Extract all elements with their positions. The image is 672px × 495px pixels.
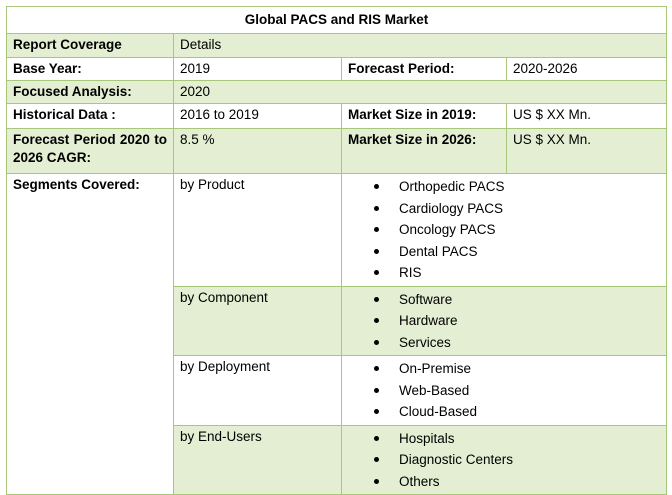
bullet-icon <box>374 296 379 302</box>
bullet-icon <box>374 457 379 462</box>
bullet-icon <box>374 227 379 232</box>
bullet-icon <box>374 184 379 189</box>
segment-bullet-list: On-Premise Web-Based Cloud-Based <box>348 358 660 423</box>
bullet-icon <box>374 478 379 484</box>
segment-items-cell: Hospitals Diagnostic Centers Others <box>340 424 668 495</box>
segment-group-name: by Deployment <box>173 355 342 426</box>
list-item-text: Dental PACS <box>399 243 478 259</box>
bullet-icon <box>374 409 379 414</box>
historical-data-label: Historical Data : <box>6 103 174 129</box>
forecast-period-value: 2020-2026 <box>505 57 668 81</box>
bullet-icon <box>374 339 379 345</box>
header-report-coverage: Report Coverage <box>6 33 174 58</box>
list-item: Diagnostic Centers <box>372 449 660 471</box>
segment-items-cell: Orthopedic PACS Cardiology PACS Oncology… <box>340 173 668 287</box>
segment-group-name: by End-Users <box>173 424 342 495</box>
list-item-text: Web-Based <box>399 382 470 398</box>
bullet-icon <box>374 387 379 393</box>
base-year-label: Base Year: <box>6 57 174 81</box>
list-item: Software <box>372 289 660 311</box>
list-item: Hardware <box>372 310 660 332</box>
list-item-text: Services <box>399 334 451 350</box>
segments-covered-label: Segments Covered: <box>6 173 174 495</box>
list-item: RIS <box>372 262 660 284</box>
list-item: Dental PACS <box>372 241 660 263</box>
list-item: Cloud-Based <box>372 401 660 423</box>
forecast-cagr-value: 8.5 % <box>173 128 342 174</box>
focused-analysis-value: 2020 <box>172 80 668 104</box>
list-item: Hospitals <box>372 428 660 450</box>
list-item-text: Software <box>399 291 453 307</box>
list-item-text: Orthopedic PACS <box>399 179 505 194</box>
list-item-text: On-Premise <box>399 361 472 376</box>
segment-group-name: by Component <box>173 285 342 356</box>
bullet-icon <box>374 318 379 323</box>
list-item: Web-Based <box>372 380 660 402</box>
list-item: Orthopedic PACS <box>372 176 660 198</box>
bullet-icon <box>374 270 379 275</box>
report-table: Global PACS and RIS Market Report Covera… <box>5 6 668 495</box>
segment-bullet-list: Hospitals Diagnostic Centers Others <box>348 428 660 493</box>
bullet-icon <box>374 248 379 254</box>
market-size-2026-value: US $ XX Mn. <box>505 128 668 174</box>
market-size-2019-value: US $ XX Mn. <box>505 103 668 129</box>
list-item-text: Cloud-Based <box>399 404 478 419</box>
forecast-cagr-label: Forecast Period 2020 to 2026 CAGR: <box>6 128 174 174</box>
segment-bullet-list: Software Hardware Services <box>348 289 660 354</box>
list-item-text: Oncology PACS <box>399 222 496 237</box>
historical-data-value: 2016 to 2019 <box>173 103 342 129</box>
segment-items-cell: On-Premise Web-Based Cloud-Based <box>340 355 668 426</box>
forecast-period-label: Forecast Period: <box>341 57 507 81</box>
base-year-value: 2019 <box>173 57 342 81</box>
table-title: Global PACS and RIS Market <box>5 6 668 34</box>
market-size-2026-label: Market Size in 2026: <box>341 128 507 174</box>
list-item: Services <box>372 332 660 354</box>
list-item-text: Cardiology PACS <box>399 200 504 216</box>
market-size-2019-label: Market Size in 2019: <box>341 103 507 129</box>
focused-analysis-label: Focused Analysis: <box>6 80 174 104</box>
list-item: Oncology PACS <box>372 219 660 241</box>
list-item-text: Hardware <box>399 313 458 328</box>
header-details: Details <box>172 33 668 58</box>
list-item: Others <box>372 471 660 493</box>
segment-items-cell: Software Hardware Services <box>340 285 668 356</box>
list-item-text: Others <box>399 473 440 489</box>
bullet-icon <box>374 366 379 371</box>
list-item-text: RIS <box>399 265 422 280</box>
list-item-text: Hospitals <box>399 430 455 446</box>
segment-bullet-list: Orthopedic PACS Cardiology PACS Oncology… <box>348 176 660 284</box>
list-item: On-Premise <box>372 358 660 380</box>
bullet-icon <box>374 205 379 211</box>
bullet-icon <box>374 435 379 441</box>
list-item: Cardiology PACS <box>372 198 660 220</box>
segment-group-name: by Product <box>173 173 342 287</box>
list-item-text: Diagnostic Centers <box>399 452 514 467</box>
